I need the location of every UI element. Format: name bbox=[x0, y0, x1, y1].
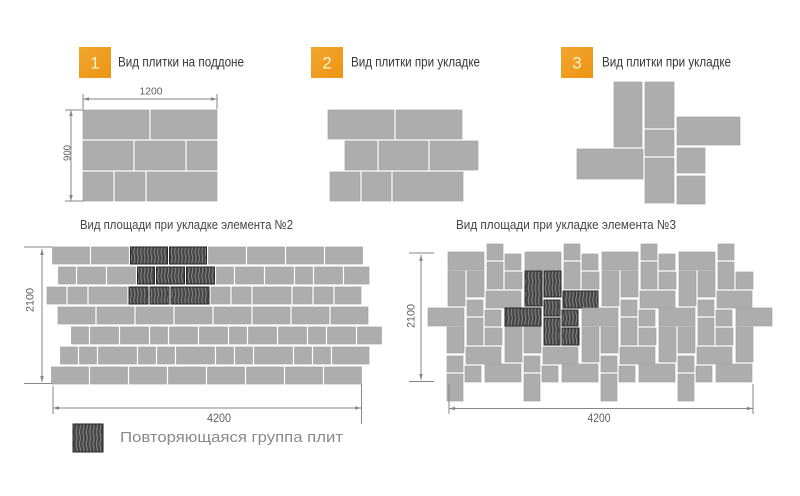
svg-text:2100: 2100 bbox=[406, 304, 418, 328]
svg-text:1200: 1200 bbox=[140, 87, 163, 98]
svg-text:2100: 2100 bbox=[25, 288, 37, 312]
svg-text:1: 1 bbox=[90, 54, 99, 73]
svg-text:900: 900 bbox=[63, 145, 74, 161]
svg-text:Вид плитки на поддоне: Вид плитки на поддоне bbox=[118, 54, 244, 70]
svg-text:Вид плитки при укладке: Вид плитки при укладке bbox=[351, 54, 480, 70]
svg-text:Вид плитки при укладке: Вид плитки при укладке bbox=[602, 54, 731, 70]
svg-text:3: 3 bbox=[572, 54, 581, 73]
svg-text:2: 2 bbox=[322, 54, 331, 73]
svg-text:4200: 4200 bbox=[588, 413, 611, 425]
svg-text:Вид площади при укладке элемен: Вид площади при укладке элемента №2 bbox=[80, 217, 293, 232]
svg-text:Вид площади при укладке элемен: Вид площади при укладке элемента №3 bbox=[456, 217, 676, 232]
svg-text:Повторяющаяся группа плит: Повторяющаяся группа плит bbox=[120, 429, 343, 446]
svg-text:4200: 4200 bbox=[207, 413, 231, 425]
